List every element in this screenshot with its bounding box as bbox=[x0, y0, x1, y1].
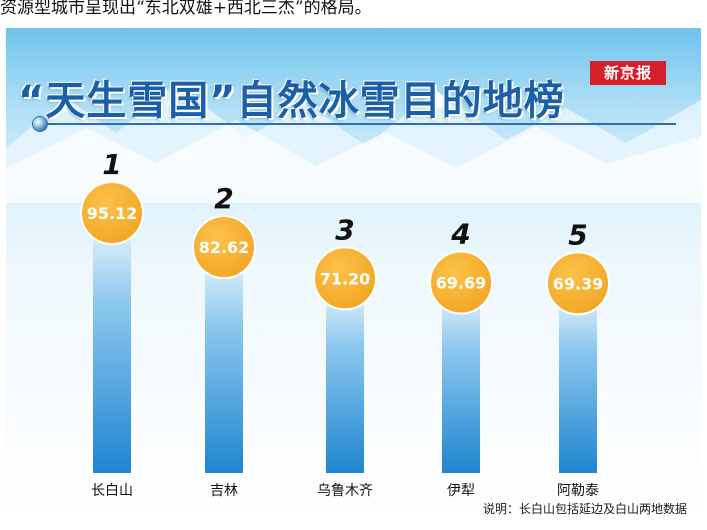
rank-label-3: 3 bbox=[335, 213, 354, 246]
category-label-5: 阿勒泰 bbox=[557, 483, 599, 499]
title-divider bbox=[36, 123, 676, 125]
infographic: “天生雪国”自然冰雪目的地榜 新京报 95.12 1 长白山 82.62 2 吉林 71.2… bbox=[6, 28, 701, 525]
bar-1 bbox=[93, 213, 131, 473]
divider-dot-icon bbox=[33, 117, 47, 131]
category-label-4: 伊犁 bbox=[447, 483, 475, 499]
chart-title: “天生雪国”自然冰雪目的地榜 bbox=[18, 78, 565, 124]
xinjingbao-logo: 新京报 bbox=[590, 61, 666, 85]
ranking-bar-chart: 95.12 1 长白山 82.62 2 吉林 71.20 3 乌鲁木齐 69.69 4 伊犁 69.39… bbox=[80, 148, 610, 499]
snow-mountains-illustration bbox=[6, 83, 701, 203]
value-bubble-4 bbox=[429, 250, 493, 315]
rank-label-4: 4 bbox=[450, 218, 470, 251]
category-label-1: 长白山 bbox=[91, 483, 133, 499]
rank-label-5: 5 bbox=[568, 218, 587, 251]
rank-label-2: 2 bbox=[214, 182, 233, 215]
data-label-4: 69.69 bbox=[436, 274, 487, 293]
value-bubble-5 bbox=[546, 251, 610, 316]
value-bubble-2 bbox=[192, 215, 256, 280]
data-label-5: 69.39 bbox=[553, 274, 604, 293]
bar-3 bbox=[326, 278, 364, 473]
bar-2 bbox=[205, 247, 243, 473]
value-bubble-3 bbox=[313, 246, 377, 311]
category-label-2: 吉林 bbox=[210, 483, 238, 499]
intro-text: 资源型城市呈现出“东北双雄+西北三杰”的格局。 bbox=[0, 0, 372, 17]
value-bubble-1 bbox=[80, 181, 144, 245]
data-label-1: 95.12 bbox=[87, 204, 138, 223]
data-label-3: 71.20 bbox=[320, 269, 371, 288]
chart-note: 说明：长白山包括延边及白山两地数据 bbox=[482, 502, 687, 516]
rank-label-1: 1 bbox=[102, 148, 121, 181]
data-label-2: 82.62 bbox=[199, 238, 250, 257]
category-label-3: 乌鲁木齐 bbox=[317, 483, 373, 499]
